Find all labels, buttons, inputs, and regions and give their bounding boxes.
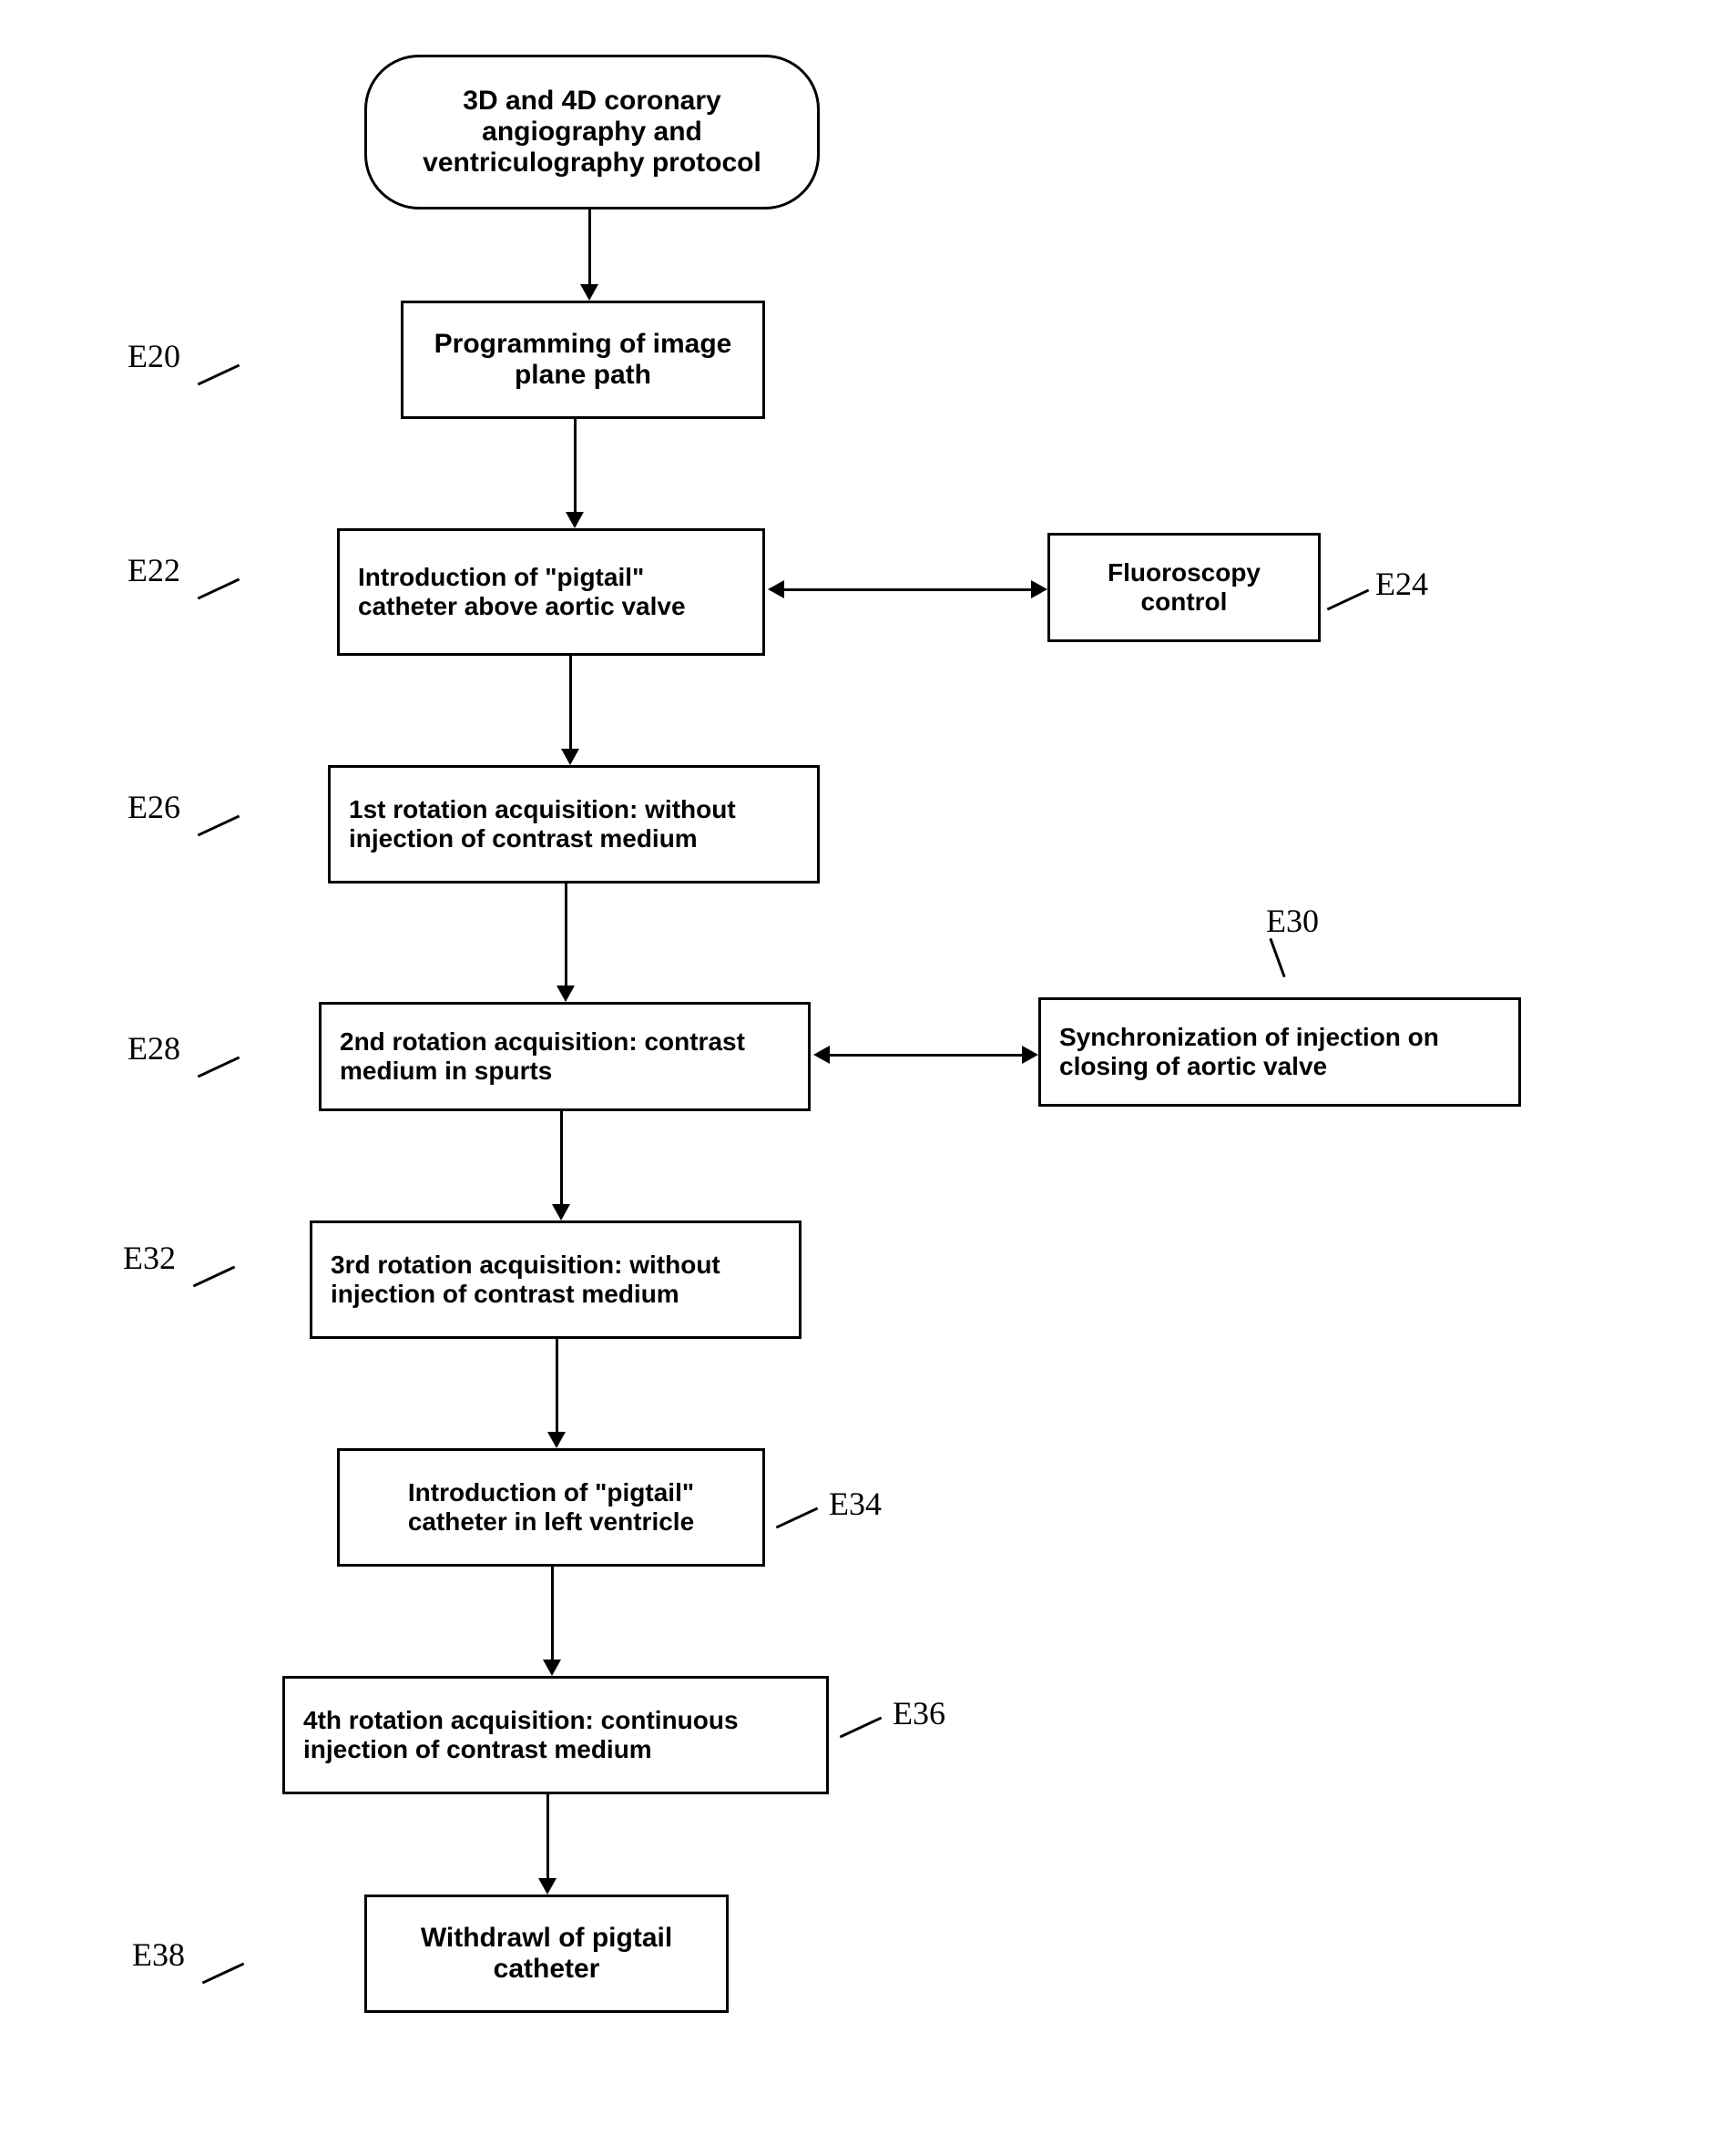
e36-label-connector	[840, 1717, 883, 1739]
e20-node: Programming of image plane path	[401, 301, 765, 419]
e34-label: E34	[829, 1485, 882, 1523]
e22-node: Introduction of "pigtail" catheter above…	[337, 528, 765, 656]
e28-node: 2nd rotation acquisition: contrast mediu…	[319, 1002, 811, 1111]
e30-label: E30	[1266, 902, 1319, 940]
arrow-e28-e32	[560, 1111, 563, 1207]
e24-node: Fluoroscopy control	[1047, 533, 1321, 642]
e26-node: 1st rotation acquisition: without inject…	[328, 765, 820, 883]
e24-label-connector	[1327, 589, 1370, 611]
e38-label: E38	[132, 1935, 185, 1974]
e38-label-connector	[202, 1963, 245, 1985]
arrowhead-e20-e22	[566, 512, 584, 528]
arrow-e34-e36	[551, 1567, 554, 1662]
arrow-e32-e34	[556, 1339, 558, 1435]
arrowhead-start-e20	[580, 284, 598, 301]
arrow-e22-e26	[569, 656, 572, 751]
e26-text: 1st rotation acquisition: without inject…	[349, 795, 799, 853]
arrow-start-e20	[588, 209, 591, 287]
e32-text: 3rd rotation acquisition: without inject…	[331, 1251, 781, 1309]
arrow-e28-e30	[827, 1054, 1025, 1057]
e24-text: Fluoroscopy control	[1068, 558, 1300, 617]
e28-label-connector	[198, 1057, 240, 1078]
arrowhead-e30-right	[1022, 1046, 1038, 1064]
e36-node: 4th rotation acquisition: continuous inj…	[282, 1676, 829, 1794]
e32-label: E32	[123, 1239, 176, 1277]
e34-text: Introduction of "pigtail" catheter in le…	[358, 1478, 744, 1537]
e22-label: E22	[128, 551, 180, 589]
e30-node: Synchronization of injection on closing …	[1038, 997, 1521, 1107]
e26-label-connector	[198, 815, 240, 837]
e34-label-connector	[776, 1507, 819, 1529]
e34-node: Introduction of "pigtail" catheter in le…	[337, 1448, 765, 1567]
e32-label-connector	[193, 1266, 236, 1288]
e32-node: 3rd rotation acquisition: without inject…	[310, 1220, 802, 1339]
arrowhead-e34-e36	[543, 1660, 561, 1676]
e26-label: E26	[128, 788, 180, 826]
e20-label: E20	[128, 337, 180, 375]
e36-text: 4th rotation acquisition: continuous inj…	[303, 1706, 808, 1764]
e24-label: E24	[1375, 565, 1428, 603]
arrow-e20-e22	[574, 419, 577, 515]
arrowhead-e36-e38	[538, 1878, 557, 1895]
arrowhead-e22-e26	[561, 749, 579, 765]
e22-label-connector	[198, 578, 240, 600]
arrowhead-e24-right	[1031, 580, 1047, 598]
e30-label-connector	[1269, 938, 1285, 977]
start-node: 3D and 4D coronary angiography and ventr…	[364, 55, 820, 209]
e28-label: E28	[128, 1029, 180, 1067]
e22-text: Introduction of "pigtail" catheter above…	[358, 563, 744, 621]
e20-text: Programming of image plane path	[422, 329, 744, 391]
e38-text: Withdrawl of pigtail catheter	[385, 1923, 708, 1985]
e38-node: Withdrawl of pigtail catheter	[364, 1895, 729, 2013]
arrow-e36-e38	[546, 1794, 549, 1881]
start-text: 3D and 4D coronary angiography and ventr…	[385, 86, 799, 179]
e30-text: Synchronization of injection on closing …	[1059, 1023, 1500, 1081]
arrowhead-e32-e34	[547, 1432, 566, 1448]
arrow-e22-e24	[781, 588, 1034, 591]
e36-label: E36	[893, 1694, 945, 1732]
e28-text: 2nd rotation acquisition: contrast mediu…	[340, 1027, 790, 1086]
arrow-e26-e28	[565, 883, 567, 988]
arrowhead-e28-e32	[552, 1204, 570, 1220]
flowchart-container: 3D and 4D coronary angiography and ventr…	[36, 36, 1700, 2119]
e20-label-connector	[198, 364, 240, 386]
arrowhead-e26-e28	[557, 986, 575, 1002]
